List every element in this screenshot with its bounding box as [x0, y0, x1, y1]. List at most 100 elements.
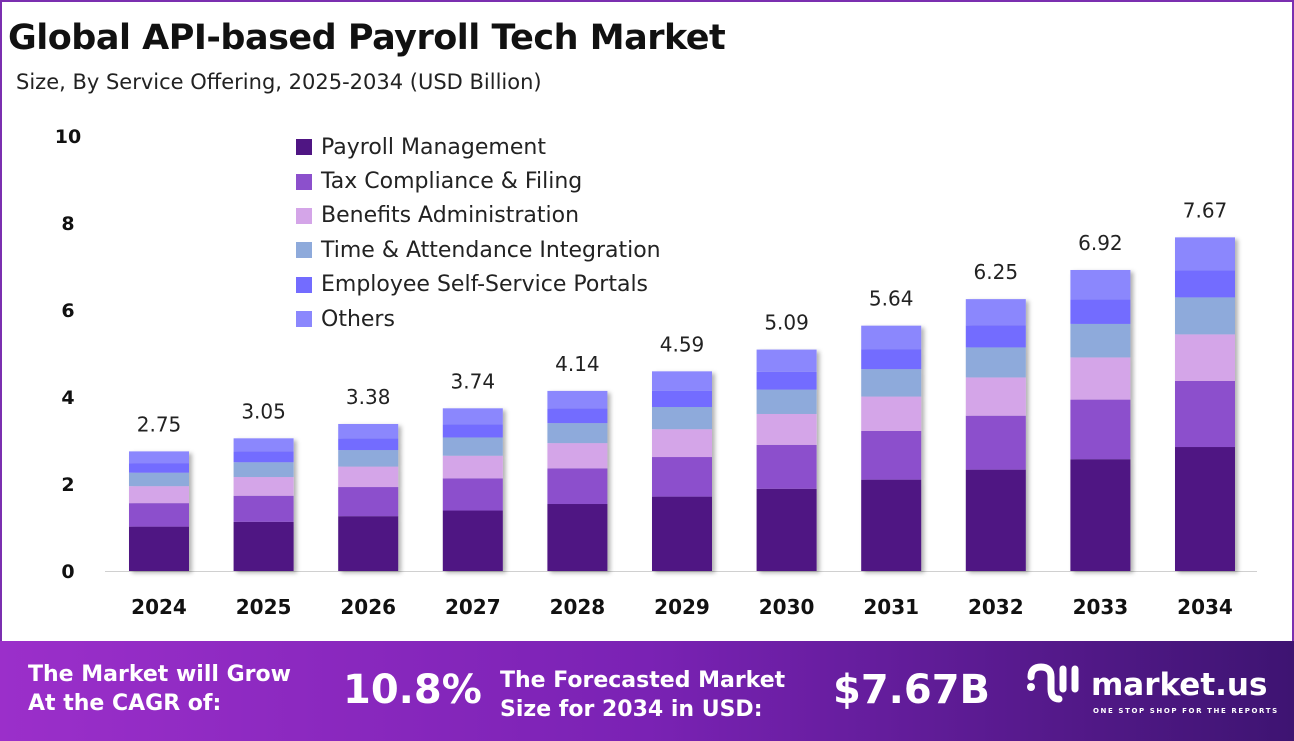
bar-stack — [965, 299, 1026, 571]
bar-segment-others — [965, 299, 1026, 326]
forecast-value: $7.67B — [833, 667, 991, 713]
bar-segment-employee-self-service-portals — [1070, 299, 1131, 324]
legend-label: Tax Compliance & Filing — [321, 169, 583, 195]
bar-segment-others — [547, 390, 608, 409]
bar-segment-benefits-administration — [233, 477, 294, 496]
total-label: 7.67 — [1183, 198, 1228, 222]
bar-segment-benefits-administration — [338, 466, 399, 488]
bar-segment-tax-compliance-filing — [652, 457, 712, 497]
legend-swatch — [296, 276, 312, 293]
x-tick-label: 2025 — [236, 595, 292, 619]
bar-stack — [442, 408, 503, 571]
bar-segment-others — [338, 423, 399, 439]
total-label: 6.92 — [1078, 231, 1123, 255]
bar-segment-employee-self-service-portals — [442, 424, 503, 438]
bar-segment-payroll-management — [756, 488, 817, 571]
bar-segment-employee-self-service-portals — [756, 371, 817, 390]
legend-swatch — [296, 242, 312, 259]
total-label: 3.74 — [451, 369, 496, 393]
bar-segment-others — [1070, 269, 1131, 300]
bar-segment-time-attendance-integration — [1175, 297, 1235, 335]
bar-segment-tax-compliance-filing — [1070, 399, 1131, 460]
y-tick-label: 0 — [61, 561, 74, 583]
bar-segment-employee-self-service-portals — [233, 451, 294, 463]
bar-segment-employee-self-service-portals — [1175, 270, 1235, 298]
cagr-value: 10.8% — [343, 667, 482, 713]
total-label: 6.25 — [974, 260, 1019, 284]
bar-segment-tax-compliance-filing — [861, 430, 922, 480]
bar-segment-payroll-management — [547, 504, 608, 571]
legend-item: Employee Self-Service Portals — [296, 268, 661, 302]
bar-segment-others — [442, 408, 503, 425]
bar-stack — [756, 349, 817, 571]
legend-label: Benefits Administration — [321, 203, 580, 229]
bar-segment-payroll-management — [442, 510, 503, 571]
y-tick-label: 2 — [61, 474, 74, 496]
bar-segment-benefits-administration — [756, 413, 817, 445]
total-label: 5.09 — [764, 311, 809, 335]
x-tick-label: 2024 — [131, 595, 187, 619]
bar-segment-tax-compliance-filing — [338, 487, 399, 517]
bar-stack — [129, 451, 189, 571]
bar-stack — [338, 423, 399, 571]
bar-segment-payroll-management — [652, 496, 712, 571]
bar-stack — [1175, 237, 1235, 571]
bar-segment-others — [233, 438, 294, 452]
bar-segment-tax-compliance-filing — [547, 468, 608, 505]
bar-segment-benefits-administration — [1175, 334, 1235, 381]
chart-subtitle: Size, By Service Offering, 2025-2034 (US… — [16, 70, 542, 94]
legend-label: Employee Self-Service Portals — [321, 272, 649, 298]
bar-segment-time-attendance-integration — [547, 423, 608, 444]
bar-segment-payroll-management — [965, 469, 1026, 571]
stacked-bar-chart: 0 2 4 6 8 10 2.75 2024 3.05 2025 3.38 2026 3.74 2027 4… — [55, 126, 1257, 619]
total-label: 4.59 — [660, 332, 705, 356]
bar-segment-others — [652, 371, 712, 391]
bar-segment-payroll-management — [129, 526, 189, 571]
bar-segment-benefits-administration — [861, 396, 922, 431]
x-tick-label: 2031 — [863, 595, 919, 619]
bar-stack — [652, 371, 712, 571]
y-tick-label: 6 — [61, 300, 74, 322]
bar-segment-tax-compliance-filing — [442, 478, 503, 511]
bar-stack — [547, 390, 608, 571]
legend-label: Payroll Management — [321, 134, 546, 160]
bar-stack — [1070, 269, 1131, 571]
bar-segment-others — [1175, 237, 1235, 271]
bar-segment-employee-self-service-portals — [965, 325, 1026, 348]
bar-segment-tax-compliance-filing — [129, 503, 189, 527]
bar-segment-payroll-management — [338, 516, 399, 571]
legend-item: Benefits Administration — [296, 199, 661, 233]
bar-segment-employee-self-service-portals — [547, 408, 608, 424]
bar-segment-benefits-administration — [652, 429, 712, 458]
legend-swatch — [296, 173, 312, 190]
bar-segment-time-attendance-integration — [756, 389, 817, 414]
total-label: 2.75 — [137, 412, 182, 436]
bar-segment-time-attendance-integration — [442, 437, 503, 456]
legend-swatch — [296, 139, 312, 156]
bar-segment-payroll-management — [233, 521, 294, 571]
bar-segment-others — [861, 325, 922, 350]
logo-tagline: ONE STOP SHOP FOR THE REPORTS — [1093, 707, 1279, 715]
bar-segment-benefits-administration — [129, 486, 189, 504]
bar-segment-benefits-administration — [442, 455, 503, 479]
x-tick-label: 2027 — [445, 595, 501, 619]
bar-segment-others — [129, 451, 189, 464]
bar-stack — [233, 438, 294, 571]
bar-segment-employee-self-service-portals — [652, 390, 712, 408]
y-tick-label: 8 — [61, 213, 74, 235]
bar-segment-payroll-management — [1175, 447, 1235, 571]
bar-stack — [861, 325, 922, 571]
legend-swatch — [296, 207, 312, 224]
bar-segment-payroll-management — [861, 479, 922, 571]
x-tick-label: 2030 — [759, 595, 815, 619]
total-label: 5.64 — [869, 287, 914, 311]
bar-segment-tax-compliance-filing — [1175, 380, 1235, 448]
bar-segment-payroll-management — [1070, 459, 1131, 571]
y-tick-label: 4 — [61, 387, 74, 409]
total-label: 4.14 — [555, 352, 600, 376]
forecast-label: The Forecasted Market Size for 2034 in U… — [500, 668, 786, 722]
legend: Payroll Management Tax Compliance & Filin… — [296, 130, 661, 336]
x-tick-label: 2033 — [1073, 595, 1129, 619]
x-tick-label: 2032 — [968, 595, 1024, 619]
bar-segment-benefits-administration — [1070, 357, 1131, 400]
